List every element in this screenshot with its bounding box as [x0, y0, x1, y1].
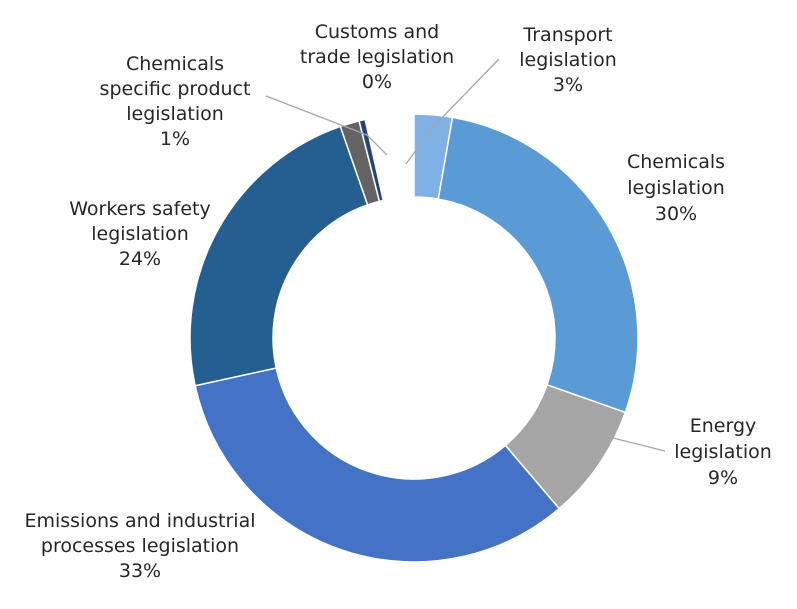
slice-value-label: 33%	[119, 560, 161, 582]
slice-value-label: 30%	[655, 203, 697, 225]
leader-lines	[265, 58, 666, 452]
slice-name-line: legislation	[627, 177, 725, 199]
slice-name-line: Workers safety	[69, 198, 211, 220]
slice-name-line: legislation	[91, 223, 189, 245]
slice-4	[189, 125, 369, 387]
slice-6	[358, 118, 385, 203]
slice-label-5: Chemicals specific product legislation 1%	[100, 53, 251, 150]
slice-value-label: 9%	[708, 467, 738, 489]
slice-label-6: Customs and trade legislation 0%	[300, 21, 454, 93]
slice-value-label: 1%	[160, 128, 190, 150]
slice-value-label: 24%	[119, 248, 161, 270]
slice-name-line: Chemicals	[627, 151, 725, 173]
slice-name-line: trade legislation	[300, 46, 454, 68]
leader-line-5	[265, 95, 388, 156]
slice-name-line: Chemicals	[126, 53, 224, 75]
leader-line-0	[405, 58, 500, 165]
slice-name-line: legislation	[519, 49, 617, 71]
slice-value-label: 0%	[362, 71, 392, 93]
leader-line-2	[604, 435, 666, 452]
slice-value-label: 3%	[553, 74, 583, 96]
slice-name-line: legislation	[126, 103, 224, 125]
slice-name-line: Energy	[690, 415, 757, 437]
slice-label-3: Emissions and industrial processes legisl…	[24, 510, 255, 582]
slice-1	[437, 116, 639, 414]
slice-name-line: legislation	[674, 441, 772, 463]
donut-slices	[189, 113, 639, 563]
slice-labels: Transport legislation 3% Chemicals legislati…	[24, 21, 771, 582]
slice-label-0: Transport legislation 3%	[519, 24, 617, 96]
slice-name-line: processes legislation	[41, 535, 239, 557]
slice-label-1: Chemicals legislation 30%	[627, 151, 725, 225]
slice-3	[194, 367, 561, 563]
slice-name-line: specific product	[100, 78, 251, 100]
slice-name-line: Customs and	[315, 21, 439, 43]
slice-label-4: Workers safety legislation 24%	[69, 198, 211, 270]
slice-name-line: Transport	[522, 24, 612, 46]
slice-label-2: Energy legislation 9%	[674, 415, 772, 489]
slice-name-line: Emissions and industrial	[24, 510, 255, 532]
